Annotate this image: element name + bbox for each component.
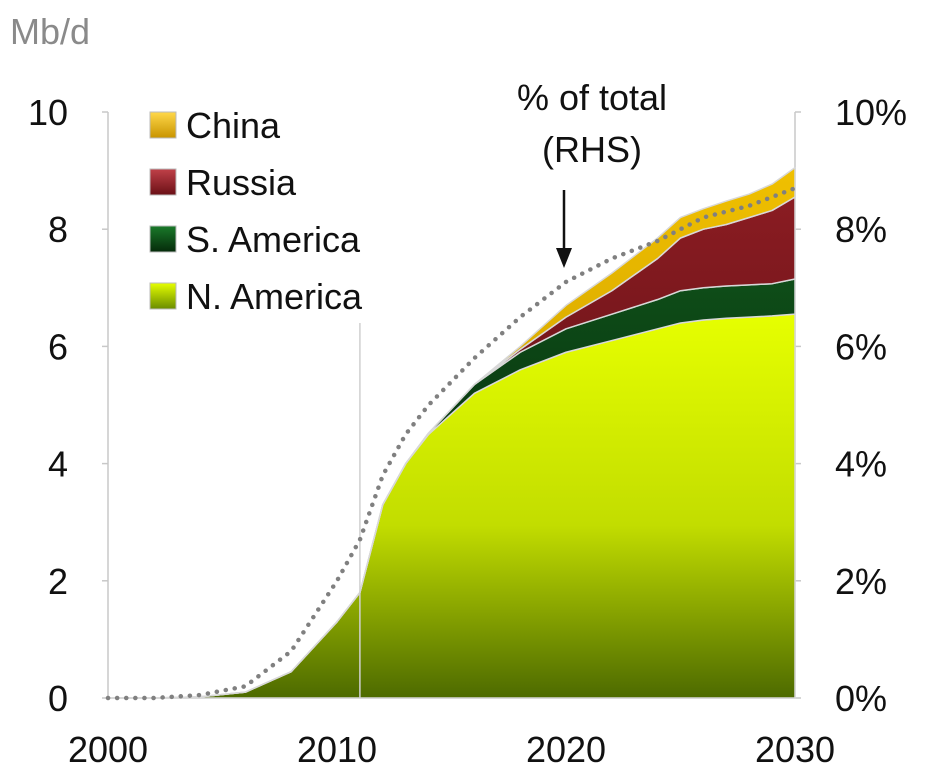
y-right-tick-label: 0%	[835, 678, 887, 719]
legend-label-russia: Russia	[186, 162, 297, 203]
y-left-tick-label: 2	[48, 561, 68, 602]
legend-swatch-s-america	[149, 225, 177, 253]
x-tick-label: 2030	[755, 729, 835, 770]
x-tick-labels: 2000 2010 2020 2030	[68, 729, 835, 770]
x-tick-label: 2010	[297, 729, 377, 770]
y-left-tick-label: 4	[48, 444, 68, 485]
legend-label-s-america: S. America	[186, 219, 361, 260]
rhs-annotation: % of total (RHS)	[517, 77, 667, 268]
y-right-tick-label: 4%	[835, 444, 887, 485]
legend-label-china: China	[186, 105, 281, 146]
x-tick-label: 2000	[68, 729, 148, 770]
legend-swatch-russia	[149, 168, 177, 196]
y-right-tick-labels: 0% 2% 4% 6% 8% 10%	[835, 92, 907, 719]
x-tick-label: 2020	[526, 729, 606, 770]
y-unit-label: Mb/d	[10, 11, 90, 52]
legend-swatch-china	[149, 111, 177, 139]
rhs-line-group	[105, 185, 798, 701]
y-left-tick-label: 6	[48, 326, 68, 367]
y-right-tick-label: 8%	[835, 209, 887, 250]
legend: China Russia S. America N. America	[149, 105, 363, 317]
annotation-arrow-head	[556, 248, 572, 268]
y-left-tick-label: 0	[48, 678, 68, 719]
area-n-america	[107, 313, 796, 699]
y-right-tick-label: 2%	[835, 561, 887, 602]
rhs-percent-line	[105, 185, 798, 701]
y-left-tick-labels: 0 2 4 6 8 10	[28, 92, 68, 719]
y-right-tick-label: 6%	[835, 326, 887, 367]
y-right-tick-label: 10%	[835, 92, 907, 133]
area-china	[107, 166, 796, 699]
y-left-tick-label: 8	[48, 209, 68, 250]
y-left-tick-label: 10	[28, 92, 68, 133]
legend-swatch-n-america	[149, 282, 177, 310]
stacked-areas	[107, 166, 796, 699]
legend-label-n-america: N. America	[186, 276, 363, 317]
annotation-line-1: % of total	[517, 77, 667, 118]
annotation-line-2: (RHS)	[542, 129, 642, 170]
